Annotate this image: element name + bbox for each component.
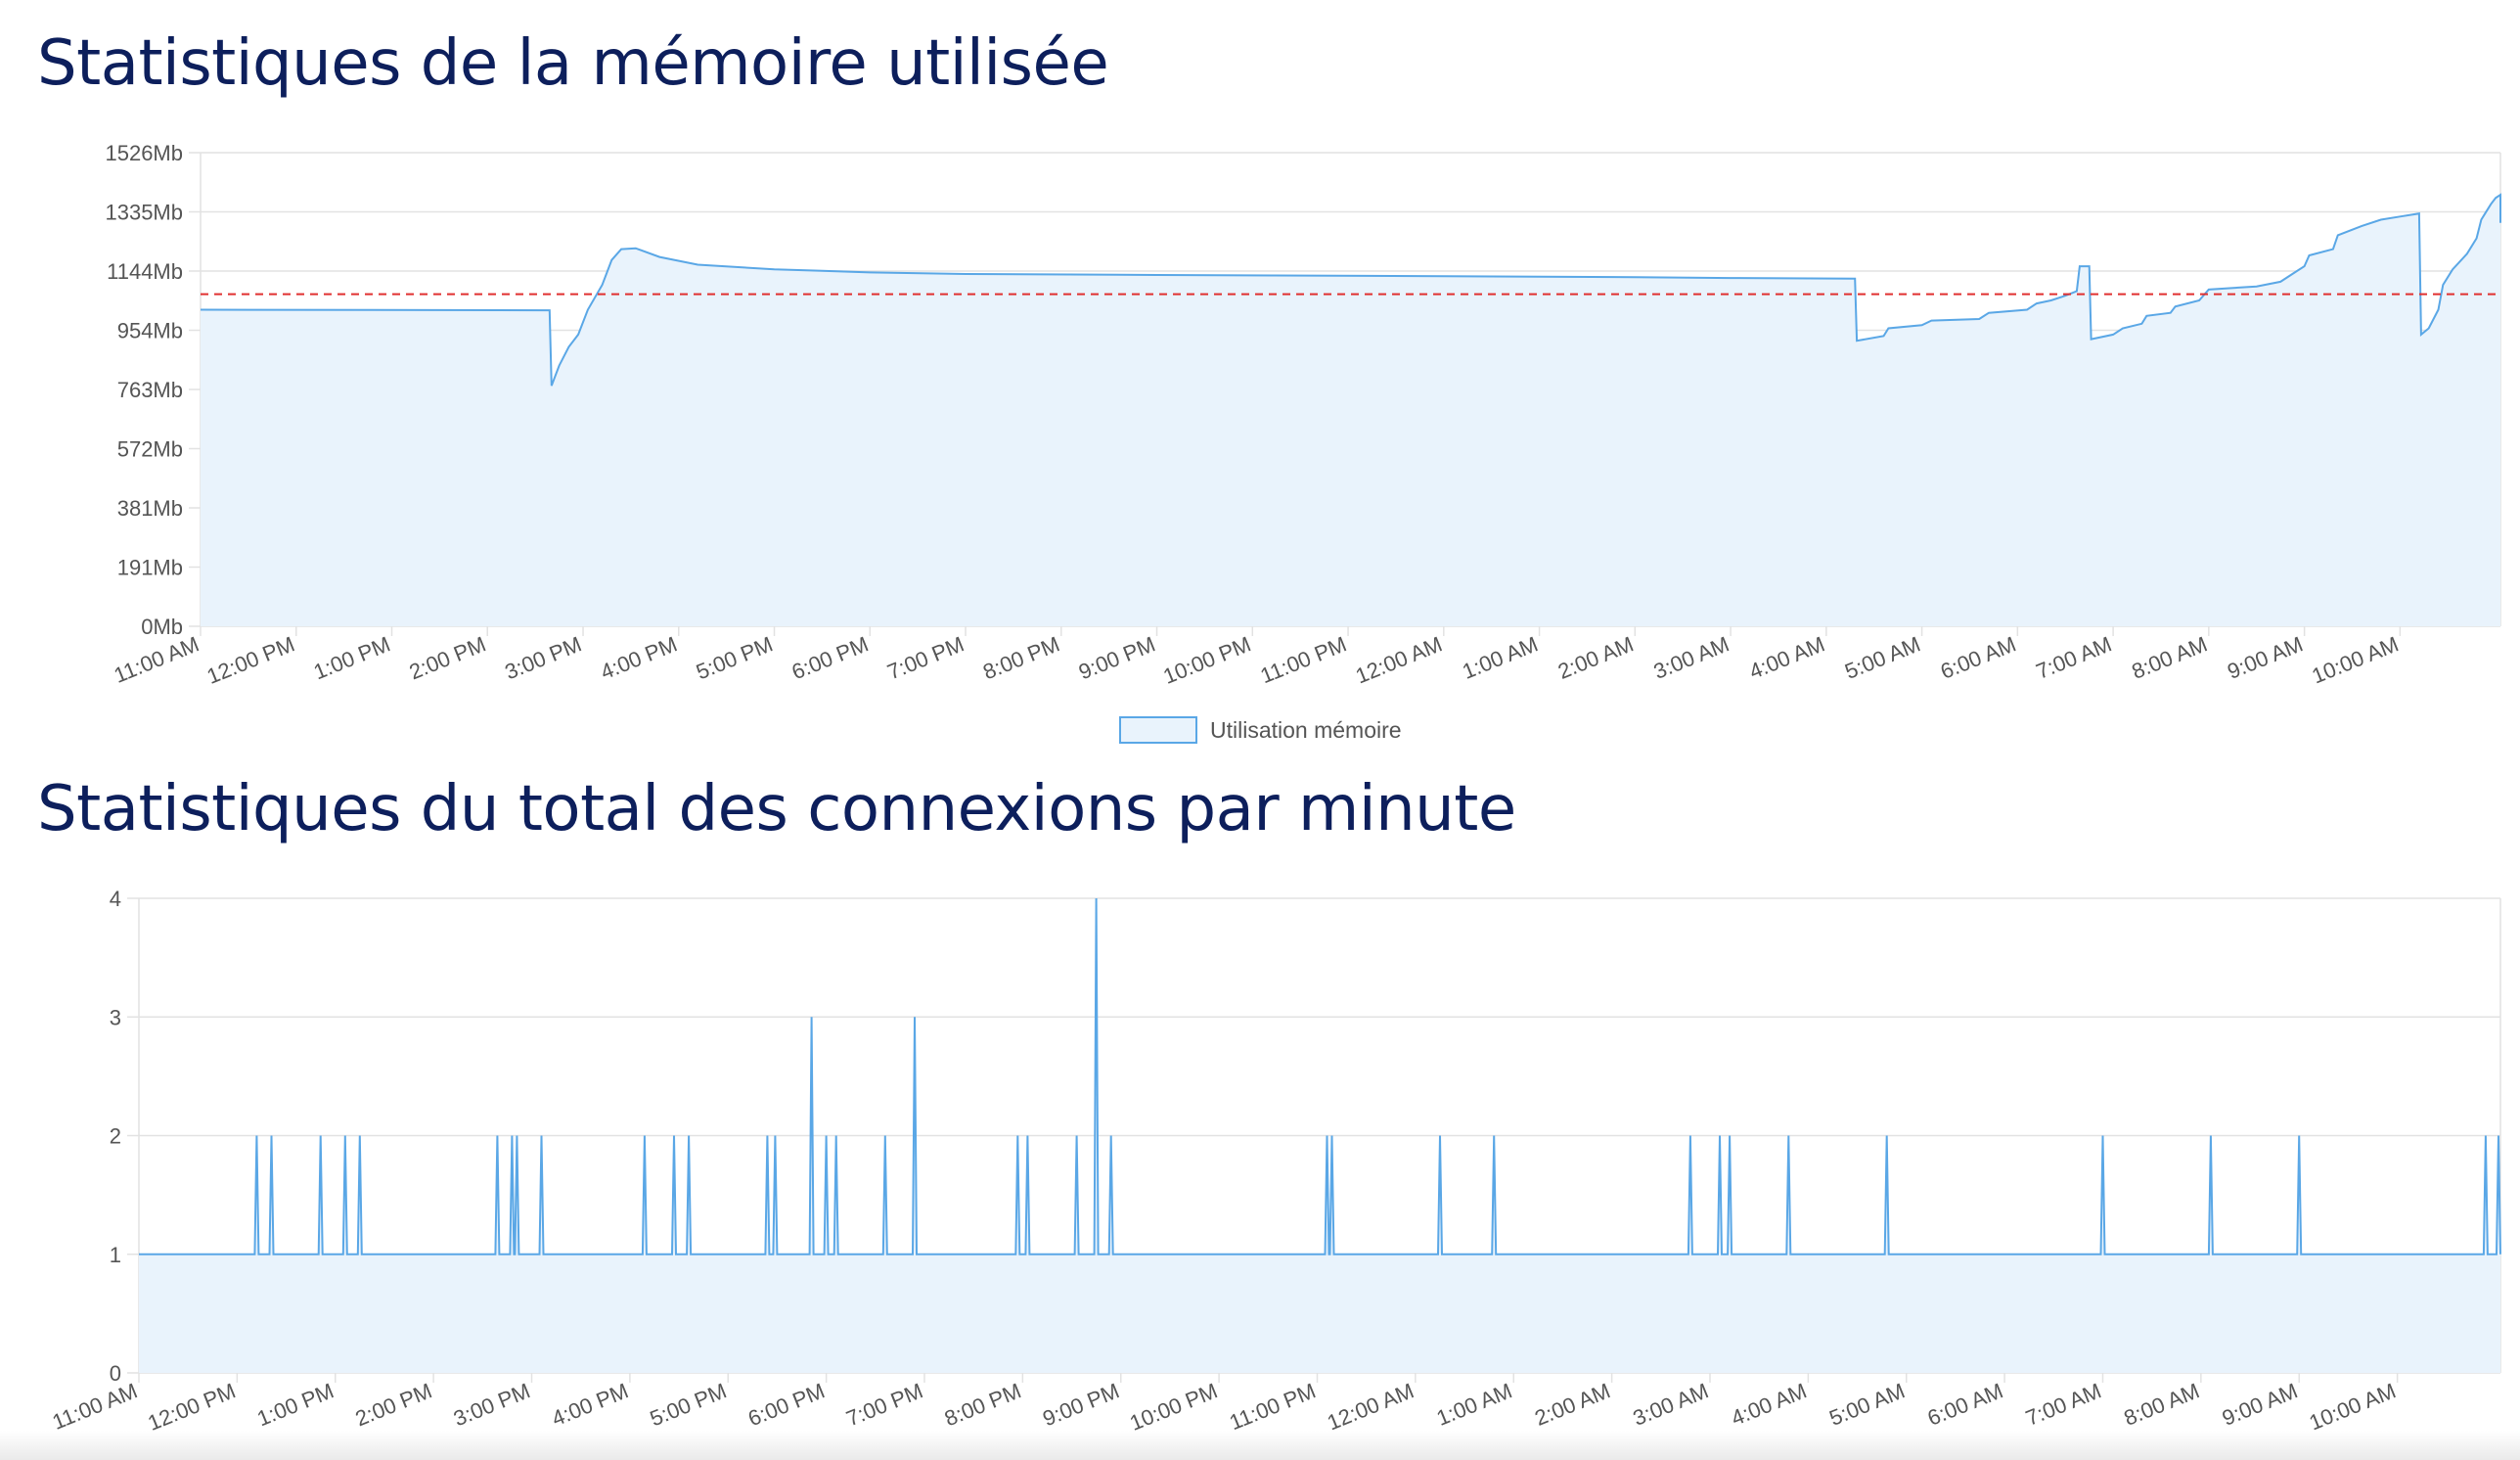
x-tick-label: 6:00 AM xyxy=(1937,631,2019,683)
x-tick-label: 10:00 AM xyxy=(2306,1378,2400,1435)
memory-chart-title: Statistiques de la mémoire utilisée xyxy=(37,27,1109,100)
y-tick-label: 0Mb xyxy=(141,615,183,639)
connections-series-line xyxy=(139,897,2501,1255)
x-tick-label: 8:00 PM xyxy=(979,631,1062,684)
x-tick-label: 1:00 PM xyxy=(253,1378,337,1431)
connections-chart-title: Statistiques du total des connexions par… xyxy=(37,773,1516,845)
y-tick-label: 2 xyxy=(110,1124,121,1149)
x-tick-label: 4:00 PM xyxy=(548,1378,631,1431)
x-tick-label: 7:00 PM xyxy=(884,631,968,684)
x-tick-label: 9:00 PM xyxy=(1075,631,1158,684)
x-tick-label: 7:00 PM xyxy=(843,1378,926,1431)
x-tick-label: 4:00 AM xyxy=(1745,631,1827,683)
memory-chart: 0Mb 191Mb 381Mb 572Mb 763Mb 954Mb 1144Mb 1335Mb… xyxy=(105,141,2501,744)
y-tick-label: 1144Mb xyxy=(107,259,183,284)
x-tick-label: 11:00 PM xyxy=(1226,1378,1319,1435)
x-tick-label: 9:00 PM xyxy=(1039,1378,1122,1431)
x-tick-label: 10:00 AM xyxy=(2309,631,2403,688)
y-tick-label: 1 xyxy=(110,1243,121,1267)
y-tick-label: 954Mb xyxy=(117,319,183,343)
x-tick-label: 2:00 AM xyxy=(1531,1378,1613,1430)
x-tick-label: 8:00 PM xyxy=(941,1378,1024,1431)
y-tick-label: 1335Mb xyxy=(105,201,183,225)
y-tick-label: 1526Mb xyxy=(105,141,183,165)
legend-swatch xyxy=(1119,716,1197,744)
memory-series-line xyxy=(200,193,2501,387)
x-tick-label: 1:00 PM xyxy=(310,631,393,684)
x-tick-label: 10:00 PM xyxy=(1126,1378,1221,1435)
y-tick-label: 0 xyxy=(110,1361,121,1386)
x-tick-label: 8:00 AM xyxy=(2121,1378,2203,1430)
x-tick-label: 11:00 PM xyxy=(1257,631,1350,688)
x-tick-label: 12:00 PM xyxy=(203,631,298,688)
x-tick-label: 12:00 PM xyxy=(145,1378,240,1435)
x-tick-label: 4:00 AM xyxy=(1728,1378,1810,1430)
x-tick-label: 2:00 AM xyxy=(1554,631,1637,683)
x-tick-label: 9:00 AM xyxy=(2219,1378,2301,1430)
x-tick-label: 5:00 PM xyxy=(693,631,776,684)
x-tick-label: 3:00 AM xyxy=(1650,631,1732,683)
x-tick-label: 3:00 PM xyxy=(502,631,585,684)
x-tick-label: 3:00 PM xyxy=(450,1378,533,1431)
x-tick-label: 10:00 PM xyxy=(1159,631,1254,688)
connections-chart: 0 1 2 3 4 11:00 AM 12:00 PM 1:00 PM 2:00 PM 3:00 … xyxy=(49,887,2501,1436)
x-tick-label: 6:00 PM xyxy=(788,631,872,684)
y-tick-label: 572Mb xyxy=(117,437,183,462)
x-tick-label: 4:00 PM xyxy=(597,631,680,684)
x-tick-label: 5:00 AM xyxy=(1825,1378,1908,1430)
x-tick-label: 2:00 PM xyxy=(352,1378,435,1431)
bottom-fade xyxy=(0,1431,2520,1460)
x-tick-label: 1:00 AM xyxy=(1433,1378,1515,1430)
x-tick-label: 12:00 AM xyxy=(1352,631,1446,688)
x-tick-label: 11:00 AM xyxy=(49,1378,141,1434)
x-tick-label: 12:00 AM xyxy=(1324,1378,1418,1435)
x-tick-label: 6:00 PM xyxy=(744,1378,828,1431)
y-tick-label: 4 xyxy=(110,887,121,911)
y-tick-label: 381Mb xyxy=(117,496,183,521)
memory-area-fill xyxy=(201,195,2500,626)
x-tick-label: 6:00 AM xyxy=(1924,1378,2006,1430)
x-tick-label: 5:00 PM xyxy=(647,1378,730,1431)
y-tick-label: 191Mb xyxy=(117,556,183,580)
y-tick-label: 3 xyxy=(110,1005,121,1029)
x-tick-label: 2:00 PM xyxy=(406,631,489,684)
y-tick-label: 763Mb xyxy=(117,378,183,402)
x-tick-label: 8:00 AM xyxy=(2129,631,2211,683)
x-tick-label: 9:00 AM xyxy=(2224,631,2306,683)
x-tick-label: 3:00 AM xyxy=(1630,1378,1712,1430)
x-tick-label: 7:00 AM xyxy=(2022,1378,2104,1430)
x-tick-label: 5:00 AM xyxy=(1841,631,1923,683)
legend-label: Utilisation mémoire xyxy=(1210,717,1402,743)
x-tick-label: 11:00 AM xyxy=(111,631,202,687)
x-tick-label: 7:00 AM xyxy=(2033,631,2115,683)
x-tick-label: 1:00 AM xyxy=(1459,631,1541,683)
